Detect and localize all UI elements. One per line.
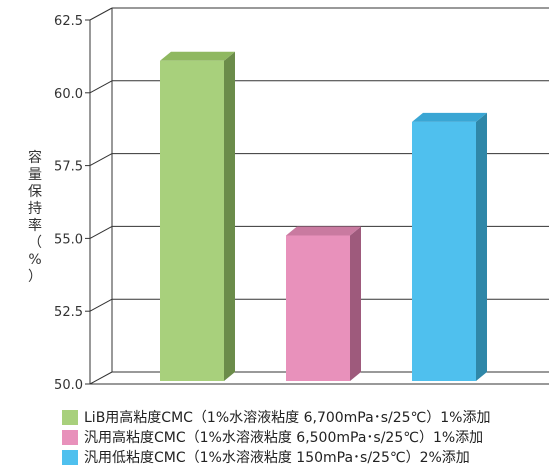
y-axis-label-char: 率 bbox=[28, 218, 42, 234]
bar-chart: 50.0 52.5 55.0 57.5 60.0 62.5 bbox=[54, 7, 549, 393]
y-tick-label: 55.0 bbox=[54, 232, 83, 247]
legend-item: LiB用高粘度CMC（1%水溶液粘度 6,700mPa･s/25℃）1%添加 bbox=[62, 407, 490, 427]
bar-front bbox=[412, 121, 476, 382]
bar-3 bbox=[412, 112, 487, 382]
y-axis-label-char: （ bbox=[28, 235, 42, 251]
bar-top bbox=[412, 112, 487, 122]
y-axis-label-char: % bbox=[28, 252, 42, 268]
grid-line-depth bbox=[89, 371, 113, 385]
y-tick-label: 50.0 bbox=[54, 378, 83, 393]
grid-line-depth bbox=[89, 298, 113, 312]
legend-label: LiB用高粘度CMC（1%水溶液粘度 6,700mPa･s/25℃）1%添加 bbox=[84, 410, 491, 426]
legend-label: 汎用低粘度CMC（1%水溶液粘度 150mPa･s/25℃）2%添加 bbox=[84, 450, 470, 466]
bar-side bbox=[350, 226, 361, 381]
y-axis-label-char: 容 bbox=[28, 150, 42, 166]
y-axis-label-char: 持 bbox=[28, 201, 42, 217]
legend-swatch bbox=[62, 449, 78, 465]
y-axis-label-char: 量 bbox=[28, 167, 42, 183]
bar-front bbox=[160, 60, 224, 381]
grid-line-depth bbox=[89, 153, 113, 167]
grid-line-depth bbox=[89, 225, 113, 239]
bar-side bbox=[224, 51, 235, 381]
grid-line-depth bbox=[89, 7, 113, 21]
bar-2 bbox=[286, 226, 361, 381]
bar-side bbox=[476, 112, 487, 382]
y-tick-label: 60.0 bbox=[54, 87, 83, 102]
bar-top bbox=[160, 51, 235, 61]
y-axis-label-char: ） bbox=[28, 269, 42, 285]
legend-swatch bbox=[62, 429, 78, 445]
legend: LiB用高粘度CMC（1%水溶液粘度 6,700mPa･s/25℃）1%添加 汎用… bbox=[62, 407, 490, 467]
legend-swatch bbox=[62, 409, 78, 425]
y-axis-label: 容量保持率（%） bbox=[22, 150, 48, 286]
y-tick-label: 57.5 bbox=[54, 160, 83, 175]
bar-top bbox=[286, 226, 361, 236]
y-tick-labels: 50.0 52.5 55.0 57.5 60.0 62.5 bbox=[54, 14, 83, 393]
legend-item: 汎用高粘度CMC（1%水溶液粘度 6,500mPa･s/25℃）1%添加 bbox=[62, 427, 490, 447]
bar-front bbox=[286, 235, 350, 381]
bar-1 bbox=[160, 51, 235, 381]
legend-label: 汎用高粘度CMC（1%水溶液粘度 6,500mPa･s/25℃）1%添加 bbox=[84, 430, 484, 446]
y-axis-label-char: 保 bbox=[28, 184, 42, 200]
bars bbox=[160, 51, 487, 382]
grid-line-depth bbox=[89, 80, 113, 94]
y-tick-label: 62.5 bbox=[54, 14, 83, 29]
legend-item: 汎用低粘度CMC（1%水溶液粘度 150mPa･s/25℃）2%添加 bbox=[62, 447, 490, 467]
y-tick-label: 52.5 bbox=[54, 305, 83, 320]
